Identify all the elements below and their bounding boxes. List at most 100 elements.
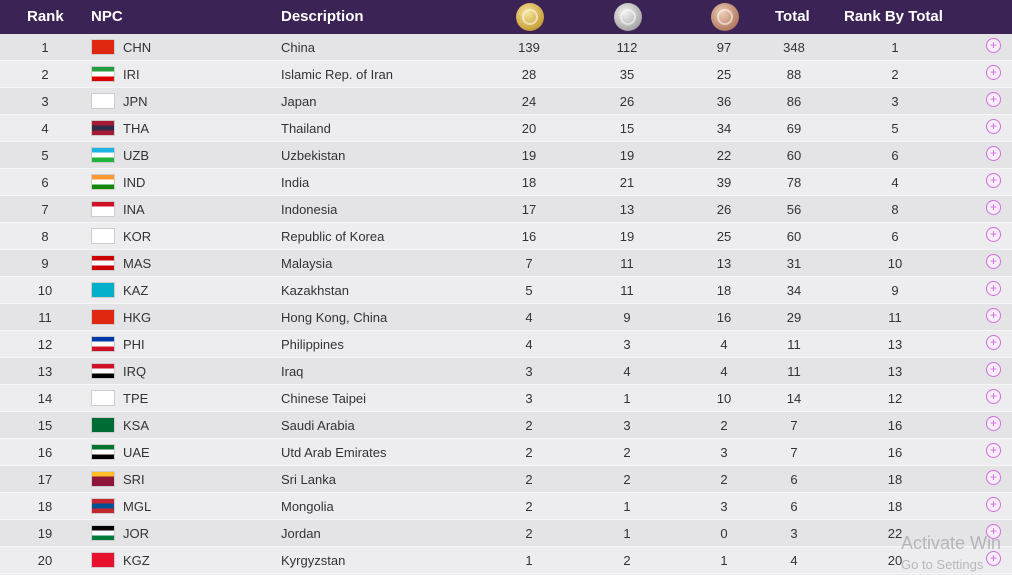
npc-code-cell[interactable]: SRI (123, 472, 145, 487)
gold-count-cell: 18 (521, 175, 537, 190)
table-row[interactable]: 3 JPN Japan 24 26 36 86 3 + (0, 88, 1012, 115)
total-count-cell: 69 (786, 121, 802, 136)
table-row[interactable]: 1 CHN China 139 112 97 348 1 + (0, 34, 1012, 61)
description-cell: Sri Lanka (281, 472, 336, 487)
gold-medal-icon[interactable] (516, 3, 544, 31)
npc-code-cell[interactable]: UZB (123, 148, 149, 163)
table-row[interactable]: 13 IRQ Iraq 3 4 4 11 13 + (0, 358, 1012, 385)
gold-count-cell: 3 (525, 364, 533, 379)
plus-circle-icon[interactable]: + (986, 146, 1001, 161)
npc-code-cell[interactable]: JPN (123, 94, 148, 109)
table-row[interactable]: 11 HKG Hong Kong, China 4 9 16 29 11 + (0, 304, 1012, 331)
table-row[interactable]: 8 KOR Republic of Korea 16 19 25 60 6 + (0, 223, 1012, 250)
table-row[interactable]: 17 SRI Sri Lanka 2 2 2 6 18 + (0, 466, 1012, 493)
description-column-header[interactable]: Description (281, 8, 364, 25)
total-count-cell: 56 (786, 202, 802, 217)
npc-code-cell[interactable]: KOR (123, 229, 152, 244)
npc-column-header[interactable]: NPC (91, 8, 123, 25)
table-row[interactable]: 12 PHI Philippines 4 3 4 11 13 + (0, 331, 1012, 358)
npc-code-cell[interactable]: IND (123, 175, 146, 190)
total-count-cell: 7 (790, 445, 798, 460)
plus-circle-icon[interactable]: + (986, 389, 1001, 404)
npc-code-cell[interactable]: KSA (123, 418, 150, 433)
description-cell: Uzbekistan (281, 148, 346, 163)
gold-count-cell: 1 (525, 553, 533, 568)
npc-code-cell[interactable]: HKG (123, 310, 152, 325)
bronze-count-cell: 1 (720, 553, 728, 568)
plus-circle-icon[interactable]: + (986, 551, 1001, 566)
bronze-count-cell: 10 (716, 391, 732, 406)
plus-circle-icon[interactable]: + (986, 335, 1001, 350)
plus-circle-icon[interactable]: + (986, 281, 1001, 296)
table-row[interactable]: 16 UAE Utd Arab Emirates 2 2 3 7 16 + (0, 439, 1012, 466)
plus-circle-icon[interactable]: + (986, 38, 1001, 53)
description-cell: Hong Kong, China (281, 310, 388, 325)
plus-circle-icon[interactable]: + (986, 254, 1001, 269)
npc-code-cell[interactable]: INA (123, 202, 145, 217)
table-row[interactable]: 7 INA Indonesia 17 13 26 56 8 + (0, 196, 1012, 223)
country-flag-icon (91, 390, 115, 406)
rank-column-header[interactable]: Rank (27, 8, 64, 25)
npc-code-cell[interactable]: PHI (123, 337, 145, 352)
rank-by-total-column-header[interactable]: Rank By Total (844, 8, 943, 25)
total-column-header[interactable]: Total (775, 8, 810, 25)
table-row[interactable]: 19 JOR Jordan 2 1 0 3 22 + (0, 520, 1012, 547)
total-count-cell: 7 (790, 418, 798, 433)
npc-code-cell[interactable]: KGZ (123, 553, 150, 568)
table-row[interactable]: 5 UZB Uzbekistan 19 19 22 60 6 + (0, 142, 1012, 169)
npc-code-cell[interactable]: MAS (123, 256, 152, 271)
description-cell: Republic of Korea (281, 229, 385, 244)
table-row[interactable]: 2 IRI Islamic Rep. of Iran 28 35 25 88 2 + (0, 61, 1012, 88)
gold-count-cell: 28 (521, 67, 537, 82)
table-row[interactable]: 18 MGL Mongolia 2 1 3 6 18 + (0, 493, 1012, 520)
plus-circle-icon[interactable]: + (986, 470, 1001, 485)
country-flag-icon (91, 201, 115, 217)
plus-circle-icon[interactable]: + (986, 92, 1001, 107)
rank-cell: 2 (41, 67, 49, 82)
rank-cell: 12 (37, 337, 53, 352)
plus-circle-icon[interactable]: + (986, 443, 1001, 458)
plus-circle-icon[interactable]: + (986, 173, 1001, 188)
npc-code-cell[interactable]: THA (123, 121, 149, 136)
silver-count-cell: 1 (623, 391, 631, 406)
table-row[interactable]: 20 KGZ Kyrgyzstan 1 2 1 4 20 + (0, 547, 1012, 574)
plus-circle-icon[interactable]: + (986, 362, 1001, 377)
bronze-count-cell: 4 (720, 364, 728, 379)
npc-code-cell[interactable]: TPE (123, 391, 149, 406)
rank-by-total-cell: 13 (887, 364, 903, 379)
plus-circle-icon[interactable]: + (986, 497, 1001, 512)
table-row[interactable]: 6 IND India 18 21 39 78 4 + (0, 169, 1012, 196)
plus-circle-icon[interactable]: + (986, 416, 1001, 431)
country-flag-icon (91, 282, 115, 298)
plus-circle-icon[interactable]: + (986, 200, 1001, 215)
silver-count-cell: 35 (619, 67, 635, 82)
npc-code-cell[interactable]: KAZ (123, 283, 149, 298)
table-row[interactable]: 14 TPE Chinese Taipei 3 1 10 14 12 + (0, 385, 1012, 412)
table-row[interactable]: 15 KSA Saudi Arabia 2 3 2 7 16 + (0, 412, 1012, 439)
plus-circle-icon[interactable]: + (986, 308, 1001, 323)
npc-code-cell[interactable]: UAE (123, 445, 150, 460)
plus-circle-icon[interactable]: + (986, 524, 1001, 539)
country-flag-icon (91, 39, 115, 55)
total-count-cell: 60 (786, 148, 802, 163)
description-cell: Kyrgyzstan (281, 553, 346, 568)
rank-cell: 18 (37, 499, 53, 514)
rank-by-total-cell: 8 (891, 202, 899, 217)
npc-code-cell[interactable]: MGL (123, 499, 152, 514)
npc-code-cell[interactable]: JOR (123, 526, 149, 541)
plus-circle-icon[interactable]: + (986, 119, 1001, 134)
table-row[interactable]: 10 KAZ Kazakhstan 5 11 18 34 9 + (0, 277, 1012, 304)
gold-count-cell: 2 (525, 445, 533, 460)
npc-code-cell[interactable]: IRQ (123, 364, 147, 379)
table-row[interactable]: 4 THA Thailand 20 15 34 69 5 + (0, 115, 1012, 142)
plus-circle-icon[interactable]: + (986, 227, 1001, 242)
table-row[interactable]: 9 MAS Malaysia 7 11 13 31 10 + (0, 250, 1012, 277)
silver-count-cell: 3 (623, 418, 631, 433)
total-count-cell: 78 (786, 175, 802, 190)
plus-circle-icon[interactable]: + (986, 65, 1001, 80)
npc-code-cell[interactable]: IRI (123, 67, 140, 82)
silver-medal-icon[interactable] (614, 3, 642, 31)
npc-code-cell[interactable]: CHN (123, 40, 152, 55)
rank-cell: 16 (37, 445, 53, 460)
bronze-medal-icon[interactable] (711, 3, 739, 31)
